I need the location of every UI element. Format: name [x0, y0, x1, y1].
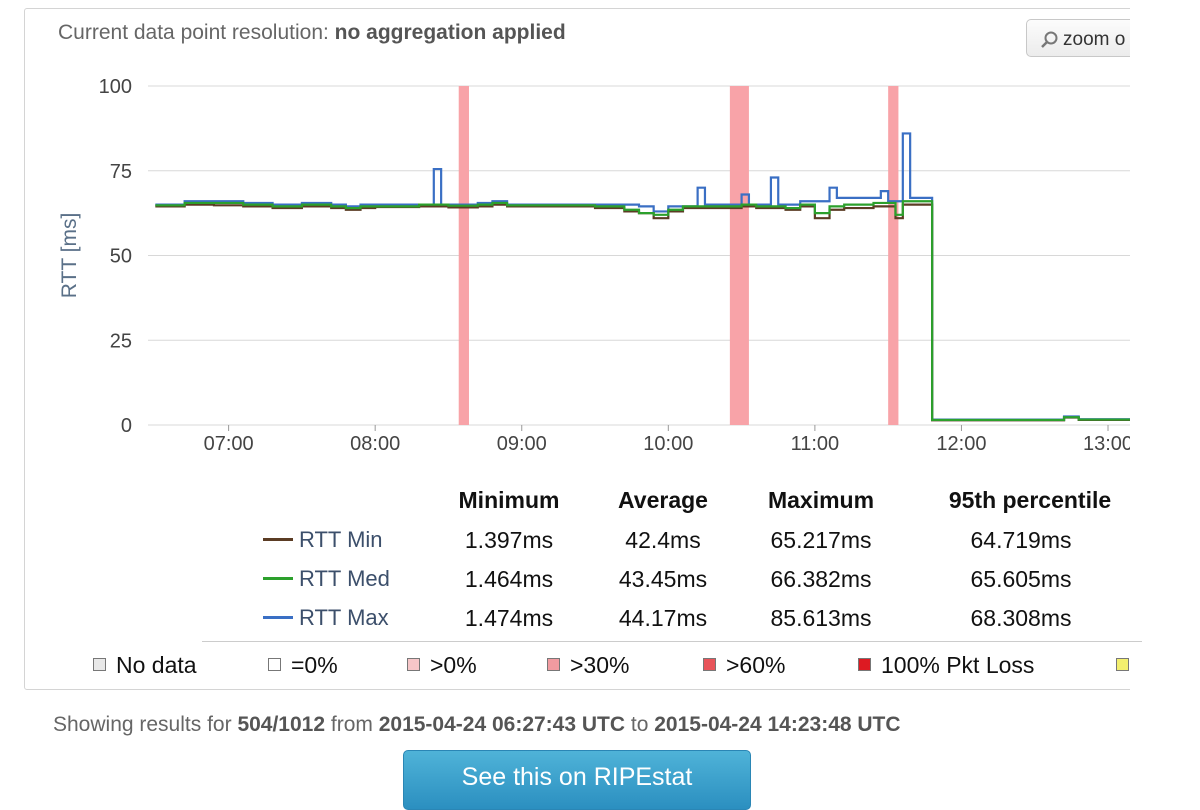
series-line-rtt-max [155, 132, 1130, 421]
legend-label: No data [116, 652, 197, 678]
x-tick-label: 10:00 [643, 433, 693, 455]
x-tick-label: 13:00 [1083, 433, 1133, 455]
legend-no-data: No data [93, 652, 197, 679]
resolution-value: no aggregation applied [334, 21, 566, 44]
stat-cell: 64.719ms [970, 527, 1072, 553]
stat-cell: 1.464ms [464, 566, 554, 592]
packet-loss-band [729, 86, 749, 425]
legend-full-loss: 100% Pkt Loss [858, 652, 1034, 679]
legend-label: >60% [726, 652, 786, 678]
legend-swatch [858, 658, 871, 672]
right-clip [1130, 0, 1200, 797]
footer-to: to [630, 713, 649, 736]
stat-cell: 65.217ms [770, 527, 872, 553]
rtt-med-swatch [263, 576, 293, 580]
stat-cell: 1.474ms [464, 605, 554, 631]
row-label-rtt-max[interactable]: RTT Max [263, 605, 389, 631]
row-label-rtt-min[interactable]: RTT Min [263, 527, 383, 553]
packet-loss-band [458, 86, 469, 425]
legend-swatch [407, 658, 420, 672]
legend-gt0: >0% [407, 652, 477, 679]
legend-swatch [1116, 658, 1129, 672]
legend-label: >30% [570, 652, 630, 678]
stat-cell: 44.17ms [618, 605, 708, 631]
legend-gt30: >30% [547, 652, 629, 679]
ripestat-button[interactable]: See this on RIPEstat [403, 750, 751, 810]
legend-swatch [547, 658, 560, 672]
stat-cell: 65.605ms [970, 566, 1072, 592]
series-line-rtt-min [155, 203, 1130, 422]
rtt-min-swatch [263, 537, 293, 541]
y-axis-label: RTT [ms] [58, 213, 81, 299]
y-tick-label: 100 [99, 76, 132, 98]
stat-cell: 68.308ms [970, 605, 1072, 631]
end-time: 2015-04-24 14:23:48 UTC [654, 713, 901, 736]
legend-zero: =0% [268, 652, 338, 679]
rtt-max-label: RTT Max [299, 605, 389, 630]
legend-label: =0% [291, 652, 338, 678]
start-time: 2015-04-24 06:27:43 UTC [378, 713, 626, 736]
col-header-average: Average [618, 487, 708, 513]
probe-id: 504/1012 [237, 713, 326, 736]
legend-swatch [268, 658, 281, 672]
x-tick-label: 08:00 [350, 433, 400, 455]
y-tick-label: 0 [121, 415, 132, 437]
zoom-label: zoom o [1063, 29, 1126, 50]
stat-cell: 42.4ms [625, 527, 701, 553]
rtt-max-swatch [263, 615, 293, 619]
legend-label: >0% [430, 652, 477, 678]
row-label-rtt-med[interactable]: RTT Med [263, 566, 390, 592]
rtt-med-label: RTT Med [299, 566, 390, 591]
x-tick-label: 07:00 [204, 433, 254, 455]
chart-panel [24, 8, 1144, 690]
x-tick-label: 11:00 [791, 433, 840, 455]
y-tick-label: 25 [110, 330, 132, 352]
packet-loss-band [888, 86, 899, 425]
col-header-maximum: Maximum [767, 487, 875, 513]
x-tick-label: 12:00 [936, 433, 986, 455]
stat-cell: 85.613ms [770, 605, 872, 631]
rtt-min-label: RTT Min [299, 527, 383, 552]
col-header-95th: 95th percentile [948, 487, 1112, 513]
col-header-minimum: Minimum [458, 487, 560, 513]
resolution-label: Current data point resolution: [58, 21, 329, 44]
stat-cell: 1.397ms [464, 527, 554, 553]
magnifier-icon [1041, 31, 1058, 48]
legend-gt60: >60% [703, 652, 785, 679]
stats-divider [202, 641, 1142, 642]
stat-cell: 66.382ms [770, 566, 872, 592]
legend-swatch [703, 658, 716, 672]
legend-yellow [1116, 652, 1139, 679]
results-summary: Showing results for 504/1012 from 2015-0… [53, 713, 901, 737]
y-tick-label: 50 [110, 246, 132, 268]
footer-from: from [330, 713, 373, 736]
footer-prefix: Showing results for [53, 713, 232, 736]
y-tick-label: 75 [110, 161, 132, 183]
legend-swatch [93, 658, 106, 672]
stat-cell: 43.45ms [618, 566, 708, 592]
series-line-rtt-med [155, 200, 1130, 422]
resolution-info: Current data point resolution: no aggreg… [58, 21, 566, 45]
legend-label: 100% Pkt Loss [881, 652, 1035, 678]
x-tick-label: 09:00 [497, 433, 547, 455]
